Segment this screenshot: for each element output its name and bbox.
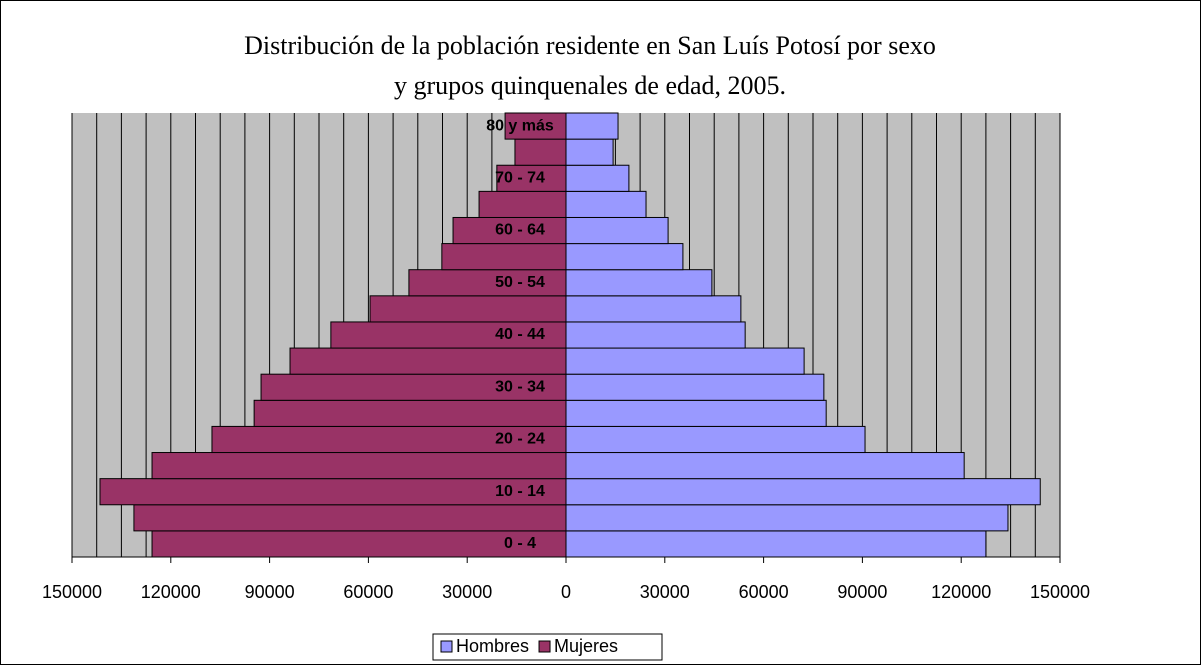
y-tick-label: 80 y más <box>486 117 554 134</box>
bar <box>565 138 614 166</box>
bar <box>452 216 567 245</box>
y-tick-label: 0 - 4 <box>504 535 536 552</box>
bar <box>211 425 567 454</box>
bar <box>565 399 827 427</box>
y-tick-label: 70 - 74 <box>495 170 545 187</box>
x-tick-label: 120000 <box>141 582 201 602</box>
x-tick-label: 120000 <box>931 582 991 602</box>
bar <box>441 243 567 271</box>
bar <box>565 373 825 401</box>
x-tick-label: 60000 <box>343 582 393 602</box>
bar <box>369 295 567 323</box>
bar <box>565 190 647 218</box>
x-tick-label: 90000 <box>245 582 295 602</box>
legend-swatch <box>538 640 551 653</box>
bar <box>565 530 987 558</box>
x-tick-label: 30000 <box>442 582 492 602</box>
bar <box>565 243 684 271</box>
bar <box>565 216 669 245</box>
y-tick-label: 30 - 34 <box>495 378 545 395</box>
chart-title: y grupos quinquenales de edad, 2005. <box>394 71 786 100</box>
bar <box>408 269 567 297</box>
bar <box>565 452 965 480</box>
bar <box>151 452 567 480</box>
bar <box>330 321 567 349</box>
y-tick-label: 60 - 64 <box>495 222 545 239</box>
bar <box>565 321 746 349</box>
x-tick-label: 30000 <box>640 582 690 602</box>
bar <box>253 399 567 427</box>
legend <box>432 633 663 661</box>
bar <box>565 295 742 323</box>
bar <box>514 138 567 166</box>
bar <box>478 190 567 218</box>
bar <box>133 504 567 532</box>
x-tick-label: 90000 <box>837 582 887 602</box>
x-tick-label: 60000 <box>739 582 789 602</box>
y-tick-label: 10 - 14 <box>495 483 545 500</box>
bar <box>504 112 567 140</box>
bar <box>289 347 567 375</box>
bar <box>565 504 1009 532</box>
legend-swatch <box>440 640 453 653</box>
y-tick-label: 50 - 54 <box>495 274 545 291</box>
bar <box>565 269 713 297</box>
bar <box>565 112 619 140</box>
x-tick-label: 150000 <box>42 582 102 602</box>
x-tick-label: 0 <box>561 582 571 602</box>
bar <box>496 164 567 192</box>
bar <box>565 425 866 454</box>
y-tick-label: 20 - 24 <box>495 431 545 448</box>
y-tick-label: 40 - 44 <box>495 326 545 343</box>
bar <box>565 164 630 192</box>
bar <box>565 347 805 375</box>
legend-label: Hombres <box>456 636 529 656</box>
legend-label: Mujeres <box>554 636 618 656</box>
bar <box>565 478 1041 506</box>
x-tick-label: 150000 <box>1030 582 1090 602</box>
chart-title: Distribución de la población residente e… <box>244 31 936 60</box>
